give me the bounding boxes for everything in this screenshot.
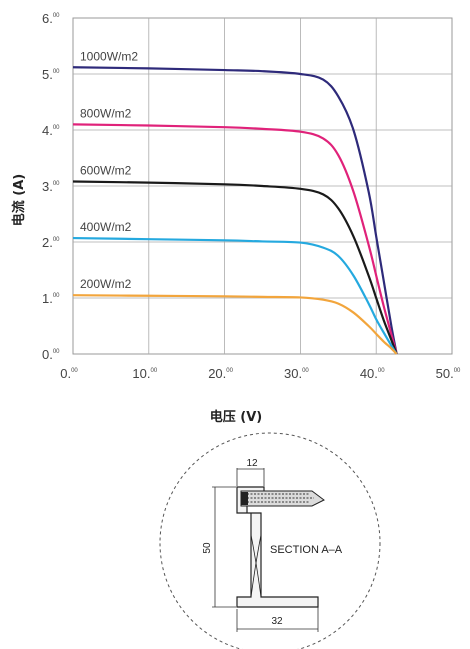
y-tick-label: 3.00 [42, 179, 60, 194]
series-line-1 [72, 66, 398, 355]
x-tick-label: 40.00 [360, 366, 385, 381]
sealant-block [241, 492, 248, 505]
x-tick-label: 10.00 [132, 366, 157, 381]
series-label: 200W/m2 [80, 277, 132, 291]
series-group [72, 66, 398, 355]
y-tick-label: 5.00 [42, 67, 60, 82]
dim-top-label: 12 [246, 458, 258, 469]
y-tick-labels: 0.00 1.00 2.00 3.00 4.00 5.00 6.00 [42, 11, 60, 362]
x-tick-label: 0.00 [60, 366, 78, 381]
section-detail-circle [159, 432, 381, 649]
y-tick-label: 6.00 [42, 11, 60, 26]
section-title: SECTION A–A [270, 544, 343, 556]
section-diagram: 12 50 32 SECTION A–A [159, 432, 381, 649]
series-line-4 [72, 236, 398, 355]
series-label: 800W/m2 [80, 106, 132, 120]
dim-bottom-label: 32 [271, 616, 283, 627]
x-tick-label: 20.00 [208, 366, 233, 381]
series-line-2 [72, 123, 398, 355]
iv-curve-chart: 0.00 10.00 20.00 30.00 40.00 50.00 0.00 1.00 2.… [11, 11, 461, 425]
x-tick-labels: 0.00 10.00 20.00 30.00 40.00 50.00 [60, 366, 461, 381]
series-label: 400W/m2 [80, 220, 132, 234]
y-tick-label: 4.00 [42, 123, 60, 138]
y-tick-label: 2.00 [42, 235, 60, 250]
series-label: 600W/m2 [80, 164, 132, 178]
y-tick-label: 1.00 [42, 291, 60, 306]
x-tick-label: 30.00 [284, 366, 309, 381]
laminate-hatch [247, 493, 314, 503]
series-line-5 [72, 294, 398, 355]
y-axis-title: 电流 (A) [11, 174, 27, 226]
x-axis-title: 电压 (V) [210, 409, 262, 425]
series-label: 1000W/m2 [80, 49, 138, 63]
frame-rib-2 [250, 534, 262, 598]
x-tick-label: 50.00 [436, 366, 461, 381]
y-tick-label: 0.00 [42, 347, 60, 362]
series-line-3 [72, 180, 398, 355]
dim-side-label: 50 [202, 542, 213, 554]
series-labels: 1000W/m2 800W/m2 600W/m2 400W/m2 200W/m2 [80, 49, 138, 291]
